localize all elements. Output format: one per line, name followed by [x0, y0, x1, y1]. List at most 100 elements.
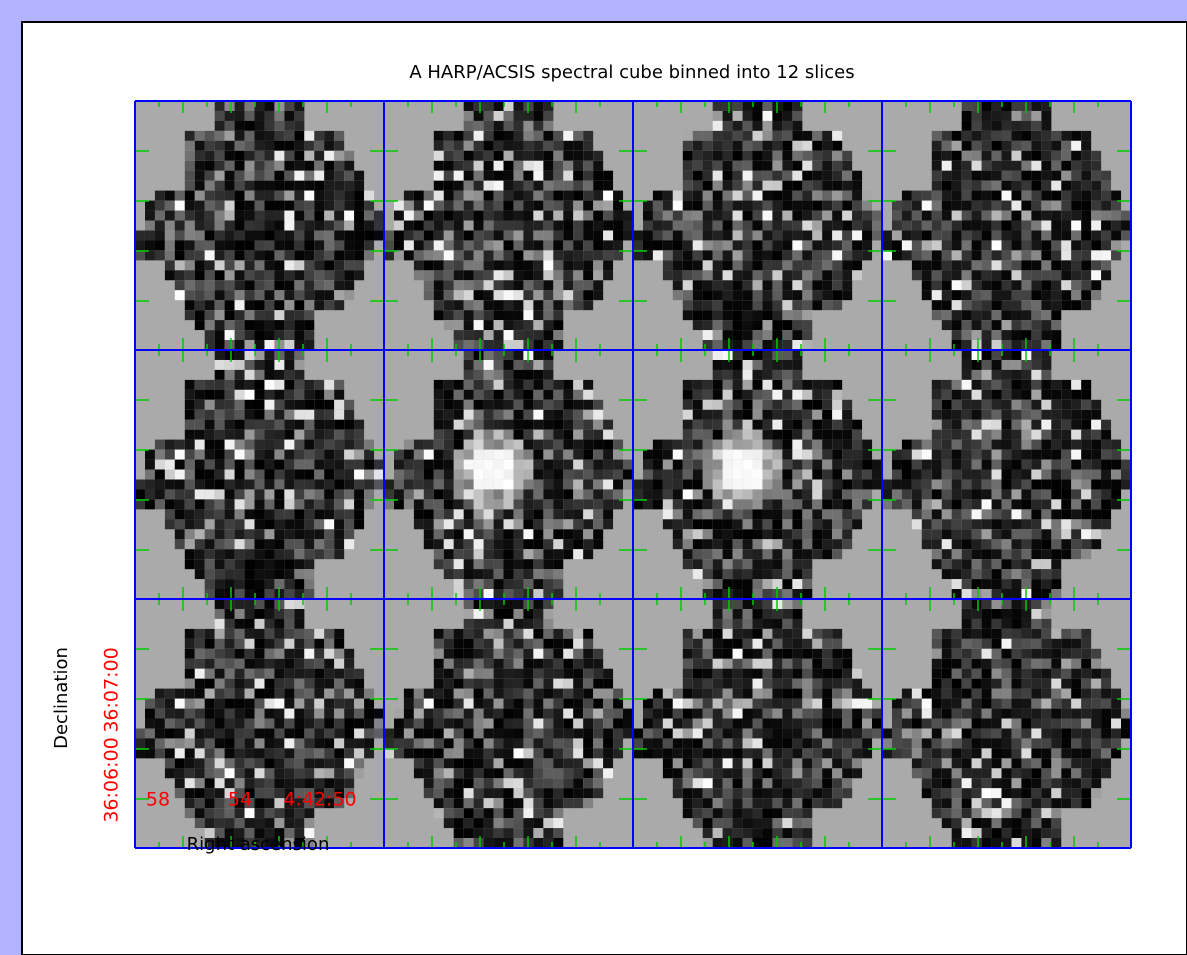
- pixel: [265, 649, 275, 659]
- pixel: [772, 788, 782, 798]
- pixel: [514, 758, 524, 768]
- pixel: [703, 788, 713, 798]
- pixel: [792, 489, 802, 499]
- pixel: [434, 161, 444, 171]
- pixel: [494, 669, 504, 679]
- pixel: [514, 519, 524, 529]
- pixel: [274, 250, 284, 260]
- pixel: [464, 589, 474, 599]
- pixel: [573, 549, 583, 559]
- pixel: [205, 280, 215, 290]
- pixel: [573, 270, 583, 280]
- pixel: [444, 778, 454, 788]
- pixel: [942, 420, 952, 430]
- pixel: [274, 719, 284, 729]
- pixel: [703, 390, 713, 400]
- pixel: [723, 310, 733, 320]
- pixel: [992, 539, 1002, 549]
- pixel: [1081, 191, 1091, 201]
- pixel: [265, 101, 275, 111]
- pixel: [782, 211, 792, 221]
- pixel: [494, 450, 504, 460]
- pixel: [205, 659, 215, 669]
- pixel: [424, 539, 434, 549]
- pixel: [514, 499, 524, 509]
- pixel: [215, 101, 225, 111]
- pixel: [225, 689, 235, 699]
- pixel: [284, 141, 294, 151]
- pixel: [792, 450, 802, 460]
- pixel: [713, 240, 723, 250]
- pixel: [533, 181, 543, 191]
- pixel: [225, 320, 235, 330]
- pixel: [494, 191, 504, 201]
- pixel: [842, 181, 852, 191]
- pixel: [852, 719, 862, 729]
- pixel: [205, 380, 215, 390]
- pixel: [274, 470, 284, 480]
- pixel: [494, 430, 504, 440]
- pixel: [324, 460, 334, 470]
- pixel: [1021, 161, 1031, 171]
- pixel: [255, 659, 265, 669]
- pixel: [135, 729, 145, 739]
- pixel: [763, 360, 773, 370]
- pixel: [1061, 231, 1071, 241]
- pixel: [175, 499, 185, 509]
- pixel: [514, 778, 524, 788]
- pixel: [284, 340, 294, 350]
- pixel: [802, 778, 812, 788]
- pixel: [274, 629, 284, 639]
- pixel: [603, 181, 613, 191]
- pixel: [673, 450, 683, 460]
- pixel: [444, 410, 454, 420]
- pixel: [205, 808, 215, 818]
- pixel: [972, 340, 982, 350]
- pixel: [334, 778, 344, 788]
- pixel: [1101, 201, 1111, 211]
- pixel: [494, 838, 504, 848]
- pixel: [523, 131, 533, 141]
- pixel: [1021, 181, 1031, 191]
- pixel: [663, 460, 673, 470]
- pixel: [872, 729, 882, 739]
- pixel: [284, 768, 294, 778]
- pixel: [872, 221, 882, 231]
- pixel: [802, 639, 812, 649]
- pixel: [802, 400, 812, 410]
- pixel: [693, 131, 703, 141]
- pixel: [822, 201, 832, 211]
- pixel: [733, 260, 743, 270]
- pixel: [743, 669, 753, 679]
- pixel: [454, 808, 464, 818]
- pixel: [274, 161, 284, 171]
- pixel: [812, 240, 822, 250]
- pixel: [494, 639, 504, 649]
- pixel: [553, 509, 563, 519]
- pixel: [613, 738, 623, 748]
- pixel: [514, 629, 524, 639]
- pixel: [653, 699, 663, 709]
- pixel: [255, 619, 265, 629]
- pixel: [992, 280, 1002, 290]
- pixel: [1051, 270, 1061, 280]
- pixel: [782, 380, 792, 390]
- pixel: [663, 519, 673, 529]
- pixel: [334, 410, 344, 420]
- pixel: [1021, 270, 1031, 280]
- pixel: [832, 201, 842, 211]
- pixel: [693, 798, 703, 808]
- pixel: [763, 380, 773, 390]
- pixel: [304, 171, 314, 181]
- pixel: [643, 738, 653, 748]
- pixel: [454, 231, 464, 241]
- pixel: [454, 828, 464, 838]
- pixel: [494, 111, 504, 121]
- pixel: [1081, 460, 1091, 470]
- pixel: [284, 260, 294, 270]
- pixel: [384, 738, 394, 748]
- pixel: [464, 280, 474, 290]
- pixel: [494, 390, 504, 400]
- pixel: [245, 231, 255, 241]
- pixel: [294, 380, 304, 390]
